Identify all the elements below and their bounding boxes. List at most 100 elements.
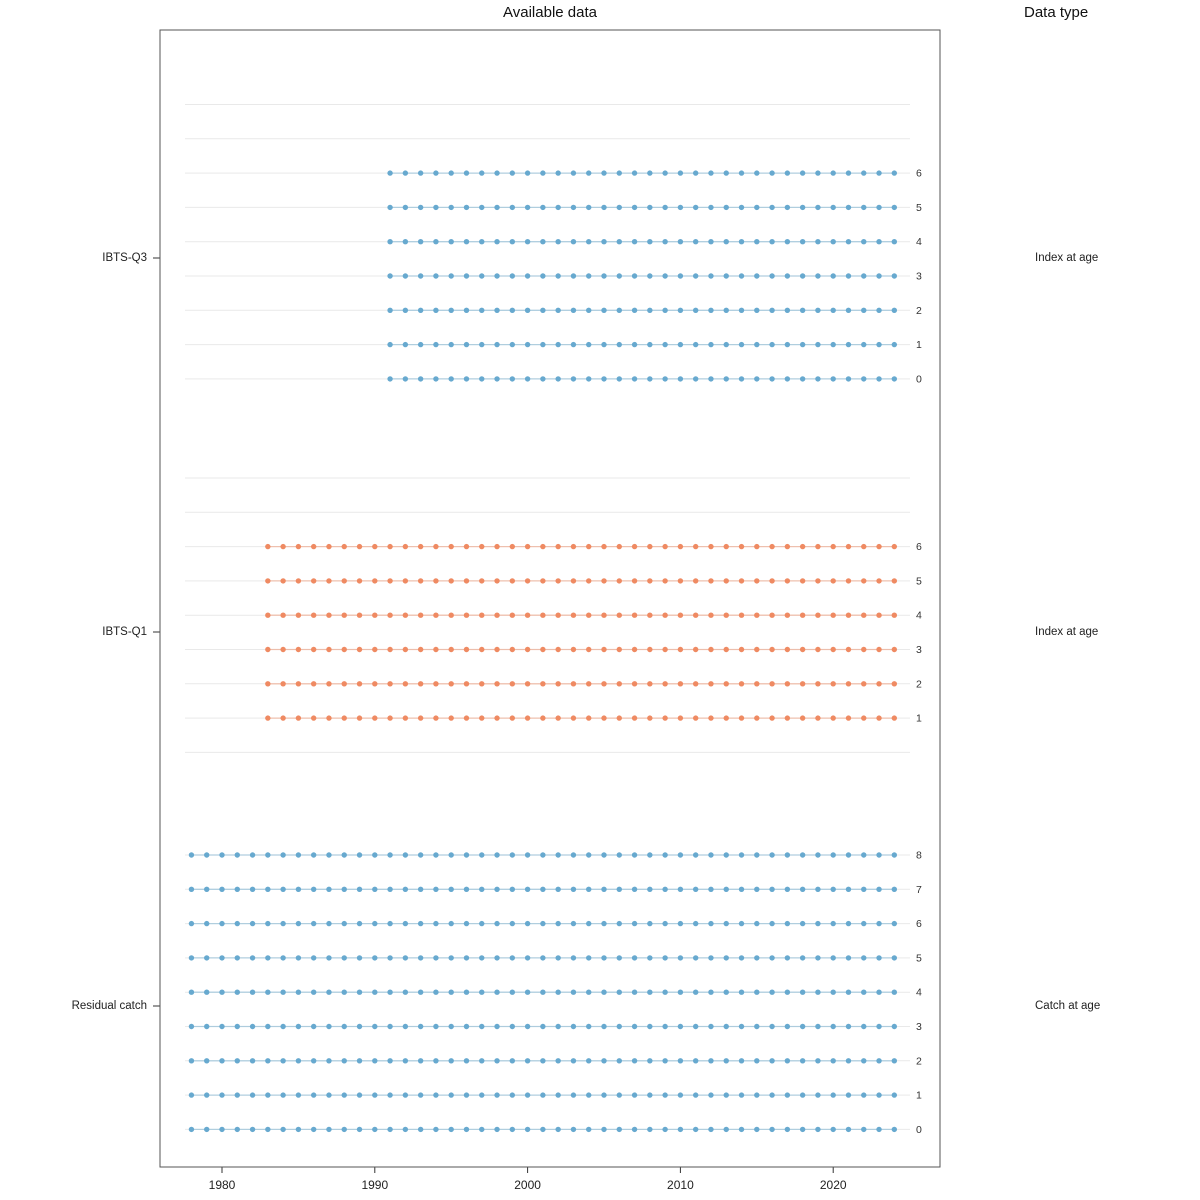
- data-point: [234, 1126, 240, 1133]
- data-point: [692, 341, 699, 348]
- data-point: [555, 1023, 561, 1030]
- data-point: [708, 646, 714, 653]
- data-point: [448, 376, 454, 382]
- data-point: [754, 920, 760, 927]
- data-point: [784, 341, 791, 348]
- data-point: [463, 920, 470, 927]
- data-point: [601, 852, 607, 858]
- data-point: [586, 578, 592, 584]
- data-point: [387, 307, 393, 313]
- data-point: [509, 578, 516, 584]
- data-point: [494, 715, 500, 721]
- data-point: [524, 1058, 531, 1064]
- data-point: [310, 612, 317, 618]
- data-point: [891, 646, 898, 653]
- data-point: [280, 578, 286, 584]
- data-point: [265, 920, 271, 927]
- data-point: [540, 1023, 546, 1030]
- data-point: [738, 1023, 745, 1030]
- data-point: [387, 273, 393, 279]
- data-point: [861, 886, 867, 892]
- data-point: [616, 204, 622, 211]
- data-point: [845, 307, 852, 313]
- data-point: [738, 170, 745, 176]
- data-point: [234, 920, 240, 927]
- data-point: [509, 239, 516, 245]
- data-point: [708, 170, 714, 176]
- data-point: [677, 715, 684, 721]
- age-label: 0: [916, 373, 922, 385]
- data-point: [754, 341, 760, 348]
- data-point: [708, 886, 714, 892]
- data-point: [754, 989, 760, 995]
- data-point: [402, 989, 409, 995]
- data-point: [723, 612, 729, 618]
- data-point: [845, 170, 852, 176]
- data-point: [754, 646, 760, 653]
- data-point: [799, 612, 806, 618]
- data-point: [815, 1126, 821, 1133]
- data-point: [692, 273, 699, 279]
- data-point: [845, 1058, 852, 1064]
- data-point: [540, 170, 546, 176]
- data-point: [586, 273, 592, 279]
- data-point: [295, 1058, 302, 1064]
- data-point: [708, 612, 714, 618]
- data-point: [387, 170, 393, 176]
- data-point: [402, 239, 409, 245]
- data-point: [341, 612, 347, 618]
- data-point: [326, 1126, 332, 1133]
- data-point: [891, 955, 898, 961]
- data-point: [433, 920, 439, 927]
- data-point: [876, 239, 882, 245]
- data-point: [830, 543, 836, 550]
- data-point: [570, 307, 577, 313]
- data-point: [479, 646, 485, 653]
- data-point: [647, 204, 653, 211]
- data-point: [754, 1023, 760, 1030]
- data-point: [754, 170, 760, 176]
- data-point: [433, 1058, 439, 1064]
- data-point: [555, 1126, 561, 1133]
- data-point: [830, 170, 836, 176]
- data-point: [830, 341, 836, 348]
- data-point: [265, 852, 271, 858]
- data-point: [509, 852, 516, 858]
- data-point: [586, 1023, 592, 1030]
- data-point: [647, 612, 653, 618]
- data-point: [586, 376, 592, 382]
- data-point: [524, 273, 531, 279]
- data-point: [265, 989, 271, 995]
- data-point: [815, 376, 821, 382]
- data-point: [723, 204, 729, 211]
- data-point: [708, 341, 714, 348]
- data-point: [876, 1023, 882, 1030]
- data-point: [769, 1092, 775, 1098]
- data-point: [861, 1126, 867, 1133]
- data-point: [876, 341, 882, 348]
- data-point: [448, 955, 454, 961]
- data-point: [540, 376, 546, 382]
- data-point: [601, 543, 607, 550]
- data-point: [356, 920, 363, 927]
- data-point: [754, 376, 760, 382]
- data-point: [601, 341, 607, 348]
- data-point: [662, 543, 668, 550]
- data-point: [631, 376, 638, 382]
- data-point: [830, 920, 836, 927]
- data-point: [326, 646, 332, 653]
- data-point: [387, 543, 393, 550]
- data-point: [402, 852, 409, 858]
- data-point: [631, 646, 638, 653]
- age-label: 2: [916, 1055, 922, 1067]
- data-point: [616, 170, 622, 176]
- data-point: [188, 1126, 195, 1133]
- data-point: [555, 307, 561, 313]
- data-point: [417, 170, 424, 176]
- data-point: [738, 341, 745, 348]
- data-point: [754, 1058, 760, 1064]
- data-point: [631, 681, 638, 687]
- data-point: [570, 341, 577, 348]
- data-point: [417, 989, 424, 995]
- data-point: [861, 543, 867, 550]
